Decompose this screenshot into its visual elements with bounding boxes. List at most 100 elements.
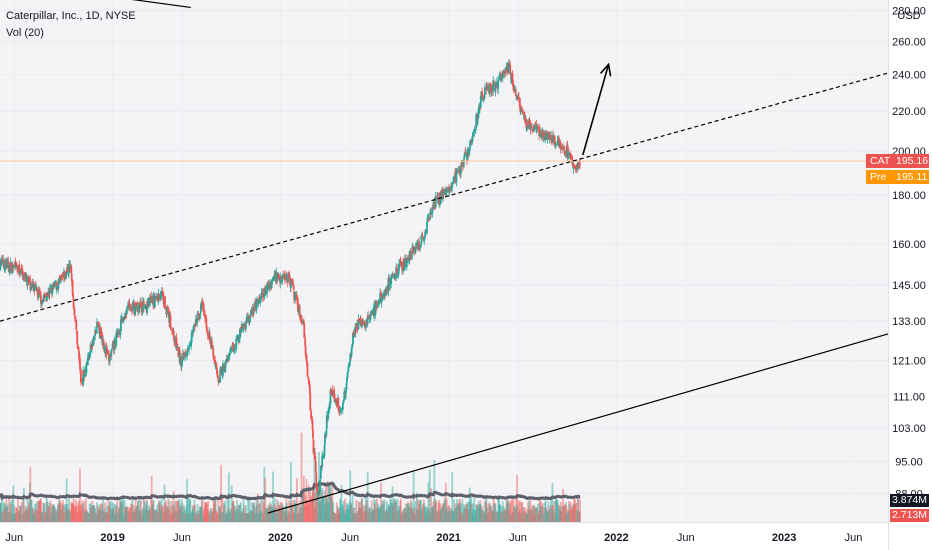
volume-bar — [464, 508, 467, 522]
candle-body — [518, 98, 521, 108]
volume-bar — [279, 508, 282, 522]
volume-bar — [137, 500, 140, 522]
candle-body — [428, 219, 431, 220]
candle-body — [86, 357, 89, 366]
volume-ma-tag: 3.874M — [890, 494, 929, 507]
volume-bar — [190, 512, 193, 522]
candle-body — [466, 149, 469, 160]
volume-bar — [228, 511, 231, 522]
volume-bar — [405, 512, 408, 522]
volume-bar — [109, 508, 112, 522]
candle-body — [472, 131, 475, 135]
candle-body — [84, 369, 86, 377]
candle-body — [99, 327, 102, 335]
candle-body — [190, 342, 193, 346]
candle-body — [402, 261, 405, 269]
candle-body — [233, 348, 236, 350]
candle-body — [454, 172, 457, 184]
candle-body — [331, 389, 334, 396]
candle-body — [76, 330, 79, 344]
volume-bar — [524, 513, 527, 522]
volume-bar — [119, 500, 122, 522]
volume-bar — [192, 506, 195, 522]
volume-bar — [553, 513, 556, 522]
volume-bar — [161, 506, 164, 522]
volume-indicator-label[interactable]: Vol (20) — [6, 27, 44, 39]
candle-body — [546, 133, 549, 140]
candle-body — [42, 296, 45, 298]
volume-bar — [310, 496, 313, 522]
volume-bar — [300, 432, 303, 522]
volume-bar — [360, 498, 363, 522]
volume-bar — [196, 510, 199, 522]
candle-body — [300, 315, 303, 324]
volume-bar — [350, 502, 353, 522]
candle-body — [414, 246, 417, 254]
volume-bar — [418, 500, 421, 522]
volume-bar — [510, 500, 513, 522]
volume-bar — [426, 510, 429, 522]
volume-bar — [397, 506, 400, 522]
volume-bar — [432, 501, 435, 522]
volume-bar — [392, 505, 394, 522]
time-axis[interactable]: Jun 2019 Jun 2020 Jun 2021 Jun 2022 Jun 2023 Jun — [5, 532, 862, 544]
volume-bar — [519, 513, 522, 522]
volume-bar — [249, 510, 252, 522]
volume-bar — [152, 499, 155, 522]
candle-body — [249, 313, 252, 319]
volume-bar — [273, 504, 276, 522]
volume-bar — [361, 498, 364, 522]
candle-body — [442, 189, 445, 193]
volume-bar — [175, 500, 178, 522]
candle-body — [128, 304, 131, 307]
candle-body — [192, 326, 195, 332]
candle-body — [223, 364, 226, 371]
candle-body — [374, 301, 377, 315]
volume-bar — [167, 498, 170, 522]
candle-body — [279, 277, 282, 284]
volume-bar — [475, 504, 478, 522]
volume-bar — [163, 484, 166, 522]
candle-body — [297, 310, 300, 313]
volume-bar — [528, 500, 530, 522]
price-axis[interactable]: 280.00260.00240.00220.00200.00180.00160.… — [892, 5, 926, 500]
candle-body — [213, 357, 216, 359]
volume-bar — [316, 499, 319, 522]
volume-bar — [220, 511, 223, 522]
candle-body — [371, 310, 374, 315]
volume-bar — [23, 513, 26, 522]
volume-bar — [236, 509, 239, 522]
volume-bar — [248, 499, 251, 522]
candle-body — [267, 281, 270, 285]
candle-body — [124, 316, 126, 318]
volume-bar — [336, 502, 338, 522]
volume-bar — [230, 485, 233, 522]
volume-bar — [210, 512, 213, 522]
volume-bar — [324, 504, 326, 522]
symbol-title[interactable]: Caterpillar, Inc., 1D, NYSE — [6, 10, 136, 22]
candle-body — [361, 320, 364, 327]
candle-body — [393, 274, 396, 279]
candle-body — [419, 247, 421, 249]
volume-bar — [47, 506, 50, 522]
volume-bar — [282, 506, 285, 522]
volume-bar — [416, 499, 419, 522]
candle-body — [188, 345, 191, 347]
volume-bar — [186, 479, 188, 522]
candle-body — [37, 289, 40, 299]
candle-body — [321, 455, 324, 467]
candle-body — [329, 389, 332, 405]
volume-bar — [216, 512, 218, 522]
candle-body — [350, 347, 353, 356]
candle-body — [138, 305, 141, 310]
volume-bar — [556, 499, 558, 522]
volume-bar — [442, 503, 445, 522]
candle-body — [162, 292, 165, 301]
candle-body — [316, 492, 319, 494]
candle-body — [528, 119, 531, 125]
volume-bar — [208, 513, 211, 522]
volume-bar — [479, 504, 482, 522]
volume-bar — [18, 511, 21, 522]
volume-bar — [344, 513, 347, 522]
